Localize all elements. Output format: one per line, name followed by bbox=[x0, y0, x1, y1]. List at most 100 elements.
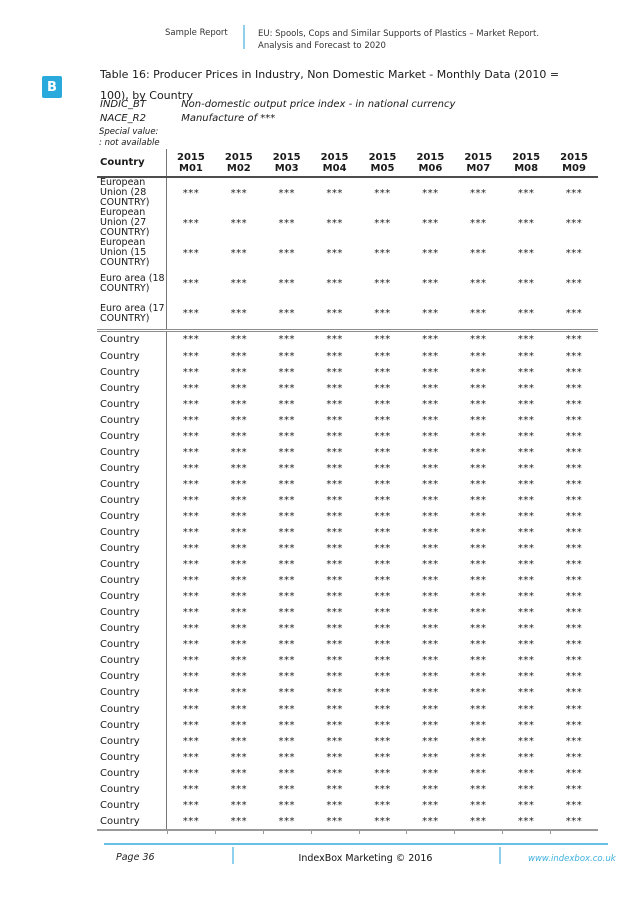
table-title: Table 16: Producer Prices in Industry, N… bbox=[100, 64, 610, 106]
cell-value: *** bbox=[278, 559, 295, 571]
cell-value: *** bbox=[278, 575, 295, 587]
tick-mark bbox=[454, 831, 456, 835]
cell-value: *** bbox=[470, 382, 487, 394]
cell-value: *** bbox=[182, 735, 200, 747]
cell-value: *** bbox=[422, 527, 439, 539]
cell-value: *** bbox=[470, 767, 487, 779]
cell-value: *** bbox=[374, 767, 391, 779]
cell-value: *** bbox=[565, 494, 583, 506]
cell-value: *** bbox=[326, 607, 343, 619]
cell-value: *** bbox=[182, 247, 200, 259]
cell-value: *** bbox=[422, 414, 439, 426]
cell-value: *** bbox=[517, 350, 535, 362]
cell-value: *** bbox=[278, 350, 295, 362]
section-divider-line bbox=[97, 328, 598, 332]
special-value-label: Special value: bbox=[99, 127, 159, 137]
cell-value: *** bbox=[326, 799, 343, 811]
cell-value: *** bbox=[278, 278, 295, 290]
cell-value: *** bbox=[565, 655, 583, 667]
cell-value: *** bbox=[517, 575, 535, 587]
cell-value: *** bbox=[326, 430, 343, 442]
cell-value: *** bbox=[470, 719, 487, 731]
cell-value: *** bbox=[517, 543, 535, 555]
cell-value: *** bbox=[182, 217, 200, 229]
cell-value: *** bbox=[278, 494, 295, 506]
cell-value: *** bbox=[565, 382, 583, 394]
cell-value: *** bbox=[182, 591, 200, 603]
cell-value: *** bbox=[230, 382, 248, 394]
column-year: 2015 bbox=[512, 151, 541, 163]
cell-value: *** bbox=[422, 815, 439, 827]
cell-value: *** bbox=[517, 308, 535, 320]
cell-value: *** bbox=[422, 799, 439, 811]
row-label: Country bbox=[97, 749, 167, 766]
meta-nace-label: NACE_R2 bbox=[100, 113, 146, 124]
cell-value: *** bbox=[565, 247, 583, 259]
cell-value: *** bbox=[422, 350, 439, 362]
row-label: Country bbox=[97, 476, 167, 493]
cell-value: *** bbox=[422, 607, 439, 619]
cell-value: *** bbox=[182, 510, 200, 522]
cell-value: *** bbox=[470, 494, 487, 506]
cell-value: *** bbox=[517, 767, 535, 779]
cell-value: *** bbox=[230, 308, 248, 320]
cell-value: *** bbox=[565, 187, 583, 199]
cell-value: *** bbox=[326, 575, 343, 587]
cell-value: *** bbox=[517, 639, 535, 651]
table-row-country: Country *** *** *** *** *** *** *** *** *** bbox=[97, 428, 598, 445]
cell-value: *** bbox=[517, 510, 535, 522]
tick-mark bbox=[406, 831, 408, 835]
cell-value: *** bbox=[326, 382, 343, 394]
cell-value: *** bbox=[230, 366, 248, 378]
row-label: Euro area (18 COUNTRY) bbox=[97, 268, 167, 299]
cell-value: *** bbox=[517, 783, 535, 795]
cell-value: *** bbox=[278, 639, 295, 651]
cell-value: *** bbox=[374, 217, 391, 229]
cell-value: *** bbox=[470, 247, 487, 259]
cell-value: *** bbox=[470, 510, 487, 522]
brand-logo: B bbox=[42, 76, 62, 98]
row-label: Country bbox=[97, 347, 167, 365]
cell-value: *** bbox=[422, 478, 439, 490]
cell-value: *** bbox=[326, 366, 343, 378]
row-label: Country bbox=[97, 460, 167, 477]
cell-value: *** bbox=[517, 703, 535, 715]
cell-value: *** bbox=[278, 334, 295, 346]
cell-value: *** bbox=[278, 623, 295, 635]
cell-value: *** bbox=[182, 703, 200, 715]
cell-value: *** bbox=[470, 671, 487, 683]
column-header-month: 2015 M07 bbox=[454, 149, 502, 176]
cell-value: *** bbox=[374, 414, 391, 426]
table-row-country: Country *** *** *** *** *** *** *** *** *** bbox=[97, 572, 598, 589]
special-value-note: : not available bbox=[99, 138, 160, 148]
table-header-row: Country 2015 M01 2015 M02 2015 M03 2015 M04 2015… bbox=[97, 149, 598, 178]
row-label: European Union (27 COUNTRY) bbox=[97, 208, 167, 239]
cell-value: *** bbox=[422, 671, 439, 683]
cell-value: *** bbox=[517, 735, 535, 747]
row-label: Country bbox=[97, 588, 167, 605]
table-row-country: Country *** *** *** *** *** *** *** *** *** bbox=[97, 380, 598, 397]
cell-value: *** bbox=[326, 494, 343, 506]
column-year: 2015 bbox=[224, 151, 253, 163]
cell-value: *** bbox=[230, 398, 248, 410]
cell-value: *** bbox=[230, 783, 248, 795]
column-month: M08 bbox=[514, 162, 539, 174]
cell-value: *** bbox=[182, 398, 200, 410]
row-label: Country bbox=[97, 733, 167, 750]
cell-value: *** bbox=[278, 446, 295, 458]
table-row-aggregate: European Union (27 COUNTRY) *** *** *** *** *… bbox=[97, 208, 598, 239]
cell-value: *** bbox=[565, 462, 583, 474]
cell-value: *** bbox=[230, 559, 248, 571]
tick-mark bbox=[310, 831, 312, 835]
cell-value: *** bbox=[422, 462, 439, 474]
cell-value: *** bbox=[422, 687, 439, 699]
cell-value: *** bbox=[326, 478, 343, 490]
footer-website-link[interactable]: www.indexbox.co.uk bbox=[528, 854, 616, 864]
header-divider bbox=[243, 25, 245, 49]
cell-value: *** bbox=[422, 543, 439, 555]
cell-value: *** bbox=[374, 639, 391, 651]
table-row-country: Country *** *** *** *** *** *** *** *** *** bbox=[97, 540, 598, 557]
table-row-aggregate: European Union (15 COUNTRY) *** *** *** *** *… bbox=[97, 238, 598, 269]
cell-value: *** bbox=[470, 687, 487, 699]
cell-value: *** bbox=[470, 623, 487, 635]
